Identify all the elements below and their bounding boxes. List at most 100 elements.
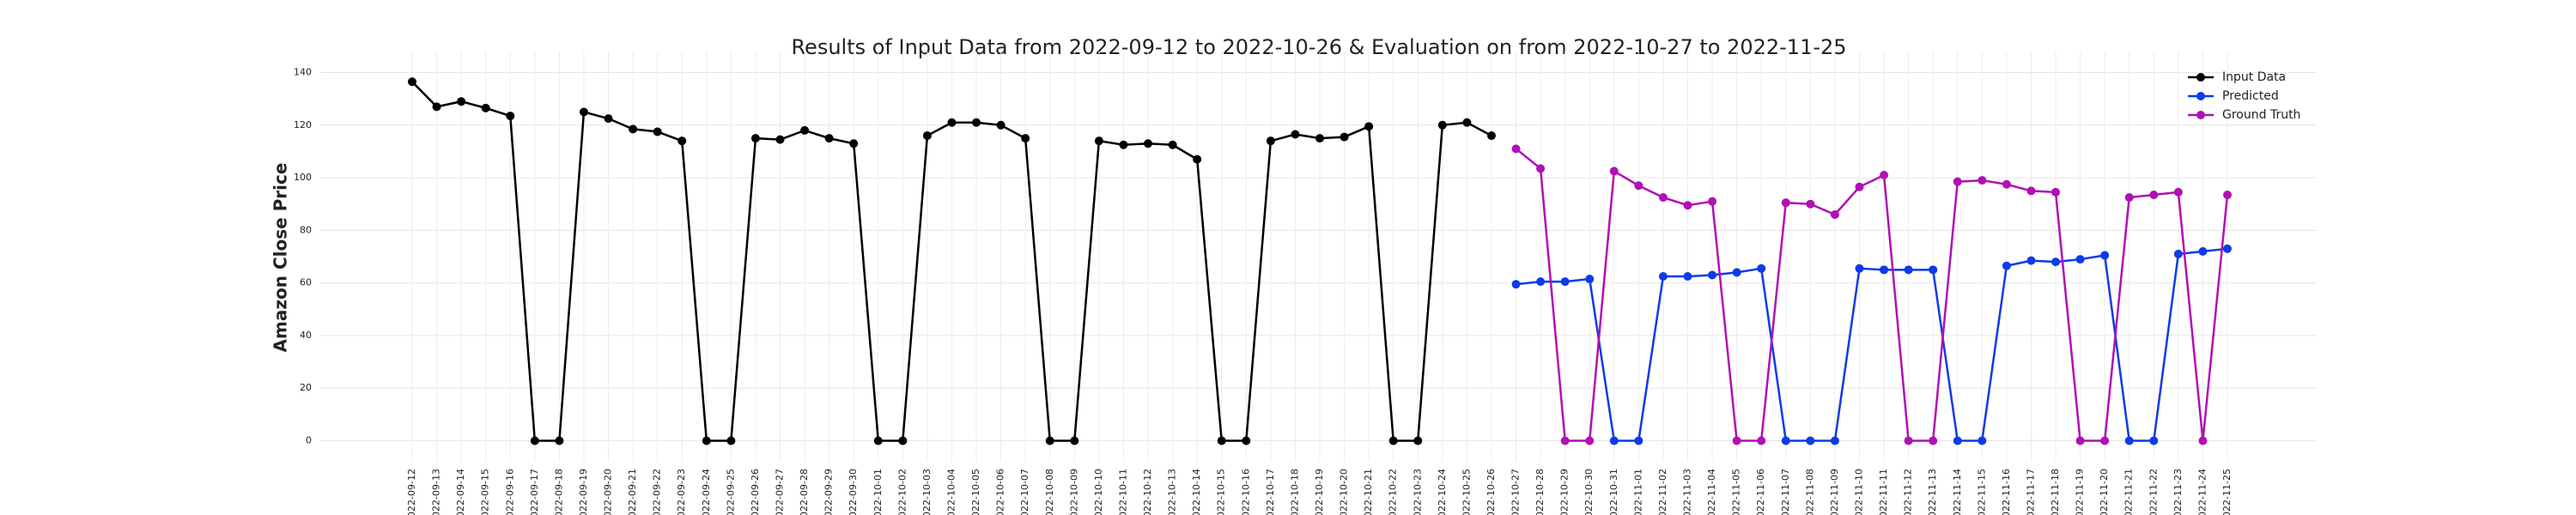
- data-point: [457, 97, 466, 106]
- data-point: [1806, 436, 1815, 445]
- x-tick-label: 2022-10-28: [1534, 469, 1546, 515]
- data-point: [2149, 190, 2159, 199]
- x-tick-label: 2022-10-19: [1314, 469, 1325, 515]
- data-point: [2002, 261, 2011, 270]
- data-point: [530, 436, 539, 445]
- data-point: [1929, 265, 1938, 275]
- data-point: [677, 136, 687, 146]
- x-tick-label: 2022-09-15: [480, 469, 491, 515]
- data-point: [2002, 179, 2011, 189]
- x-tick-label: 2022-10-06: [995, 469, 1006, 515]
- x-tick-label: 2022-09-16: [504, 469, 515, 515]
- x-tick-label: 2022-09-20: [603, 469, 614, 515]
- x-tick-label: 2022-09-21: [627, 469, 638, 515]
- data-point: [1168, 140, 1177, 149]
- x-tick-label: 2022-10-15: [1216, 469, 1227, 515]
- data-point: [1045, 436, 1054, 445]
- x-tick-label: 2022-11-06: [1755, 469, 1766, 515]
- data-point: [702, 436, 711, 445]
- x-tick-label: 2022-10-01: [872, 469, 884, 515]
- data-point: [555, 436, 564, 445]
- data-point: [408, 77, 416, 87]
- series-line: [1515, 148, 2229, 442]
- data-point: [2051, 187, 2061, 197]
- y-tick-label: 120: [294, 119, 312, 130]
- data-point: [481, 103, 490, 112]
- x-tick-label: 2022-10-27: [1510, 469, 1522, 515]
- data-point: [1315, 134, 1324, 143]
- data-point: [579, 107, 588, 117]
- x-tick-label: 2022-09-17: [529, 469, 540, 515]
- data-point: [750, 134, 760, 143]
- data-point: [1781, 198, 1790, 208]
- x-tick-label: 2022-09-14: [455, 469, 466, 515]
- x-tick-label: 2022-11-11: [1878, 469, 1889, 515]
- x-tick-label: 2022-10-02: [896, 469, 908, 515]
- data-point: [1536, 164, 1546, 173]
- data-point: [1757, 436, 1766, 445]
- data-point: [2026, 256, 2036, 265]
- data-point: [2075, 255, 2085, 264]
- data-point: [1560, 436, 1570, 445]
- data-point: [1953, 436, 1962, 445]
- data-point: [775, 135, 785, 144]
- x-tick-label: 2022-11-13: [1927, 469, 1938, 515]
- x-tick-label: 2022-11-10: [1853, 469, 1864, 515]
- data-point: [1094, 136, 1103, 146]
- x-tick-label: 2022-11-15: [1976, 469, 1987, 515]
- data-point: [972, 118, 981, 127]
- data-point: [1781, 436, 1790, 445]
- data-point: [1437, 120, 1447, 130]
- x-tick-label: 2022-09-13: [431, 469, 442, 515]
- x-tick-label: 2022-11-01: [1632, 469, 1643, 515]
- data-point: [1634, 436, 1643, 445]
- data-point: [2026, 186, 2036, 196]
- x-tick-label: 2022-10-24: [1437, 469, 1448, 515]
- x-tick-label: 2022-11-25: [2221, 469, 2233, 515]
- x-tick-label: 2022-10-21: [1363, 469, 1374, 515]
- data-point: [849, 139, 859, 148]
- data-point: [1144, 139, 1153, 148]
- legend-marker: [2196, 111, 2205, 119]
- x-tick-label: 2022-09-23: [676, 469, 687, 515]
- data-point: [1462, 118, 1472, 127]
- x-tick-label: 2022-09-24: [701, 469, 712, 515]
- x-tick-label: 2022-11-03: [1682, 469, 1693, 515]
- x-tick-label: 2022-11-09: [1829, 469, 1840, 515]
- data-point: [2100, 436, 2110, 445]
- x-tick-label: 2022-10-20: [1339, 469, 1350, 515]
- x-tick-label: 2022-10-04: [945, 469, 957, 515]
- data-point: [1732, 436, 1741, 445]
- data-point: [947, 118, 957, 127]
- y-tick-label: 0: [306, 434, 312, 445]
- data-point: [1536, 277, 1546, 287]
- x-tick-label: 2022-11-24: [2196, 469, 2208, 515]
- data-point: [1757, 264, 1766, 273]
- x-tick-label: 2022-09-30: [848, 469, 859, 515]
- data-point: [506, 112, 515, 121]
- x-tick-label: 2022-10-29: [1559, 469, 1571, 515]
- data-point: [1585, 275, 1595, 284]
- x-tick-label: 2022-10-13: [1167, 469, 1178, 515]
- data-point: [1340, 132, 1349, 142]
- data-point: [2149, 436, 2159, 445]
- data-point: [1880, 265, 1889, 275]
- y-tick-label: 100: [294, 172, 312, 183]
- data-point: [2124, 193, 2134, 203]
- data-point: [1732, 268, 1741, 277]
- x-tick-label: 2022-10-11: [1117, 469, 1128, 515]
- data-point: [1585, 436, 1595, 445]
- x-tick-label: 2022-11-08: [1804, 469, 1815, 515]
- data-point: [1021, 134, 1030, 143]
- x-tick-label: 2022-11-19: [2075, 469, 2086, 515]
- x-tick-label: 2022-10-23: [1412, 469, 1423, 515]
- data-point: [1217, 436, 1226, 445]
- data-point: [1609, 167, 1619, 176]
- x-tick-label: 2022-09-22: [652, 469, 663, 515]
- data-point: [1413, 436, 1423, 445]
- data-point: [1193, 154, 1202, 164]
- x-tick-label: 2022-10-07: [1019, 469, 1030, 515]
- x-tick-label: 2022-09-18: [553, 469, 564, 515]
- x-tick-label: 2022-09-19: [578, 469, 589, 515]
